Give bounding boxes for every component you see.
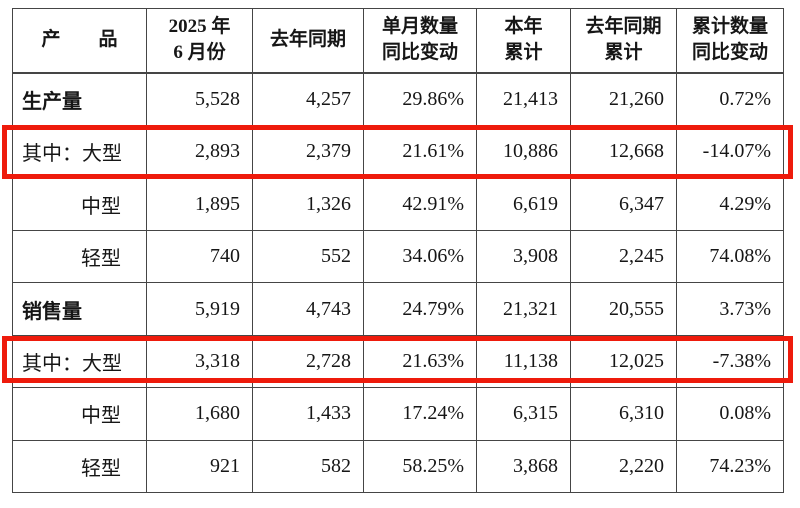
value-cell-sales-light-last-year-same-period: 582 [252,439,364,494]
value-cell-production-total-last-year-ytd: 21,260 [570,71,677,127]
value-cell-sales-light-last-year-ytd: 2,220 [570,439,677,494]
product-label: 生产量 [12,71,147,127]
value-cell-production-medium-last-year-same-period: 1,326 [252,177,364,231]
value-cell-production-large-month-2025-06: 2,893 [146,125,253,179]
value-cell-sales-large-month-2025-06: 3,318 [146,334,253,389]
column-header-line: 去年同期 [269,28,346,50]
value-cell-production-total-ytd-total: 21,413 [476,71,571,127]
value-cell-sales-medium-ytd-total: 6,315 [476,387,571,441]
column-header-last-year-same-period: 去年同期 [252,8,364,74]
value-cell-production-large-last-year-ytd: 12,668 [570,125,677,179]
column-header-line: 6 月份 [173,42,226,64]
value-cell-production-large-ytd-total: 10,886 [476,125,571,179]
product-label: 轻型 [12,439,147,494]
value-cell-sales-medium-month-2025-06: 1,680 [146,387,253,441]
table-body: 生产量 5,528 4,257 29.86% 21,413 21,260 0.72% 其中：大… [12,71,784,494]
value-cell-production-light-ytd-total: 3,908 [476,229,571,284]
value-cell-production-large-last-year-same-period: 2,379 [252,125,364,179]
product-label: 其中：大型 [12,334,147,389]
column-header-line: 累计数量 [691,15,768,37]
value-cell-sales-medium-cumulative-qty-yoy: 0.08% [676,387,784,441]
column-header-line: 去年同期 [585,15,662,37]
value-cell-sales-light-cumulative-qty-yoy: 74.23% [676,439,784,494]
value-cell-sales-light-monthly-qty-yoy: 58.25% [363,439,477,494]
column-header-line: 本年 [504,15,543,37]
value-cell-sales-large-monthly-qty-yoy: 21.63% [363,334,477,389]
table-row-sales-light: 轻型 921 582 58.25% 3,868 2,220 74.23% [12,439,784,494]
value-cell-sales-light-ytd-total: 3,868 [476,439,571,494]
table-row-production-large: 其中：大型 2,893 2,379 21.61% 10,886 12,668 -14.07% [12,125,784,179]
value-cell-sales-total-month-2025-06: 5,919 [146,282,253,336]
value-cell-production-medium-ytd-total: 6,619 [476,177,571,231]
value-cell-production-medium-last-year-ytd: 6,347 [570,177,677,231]
table-row-sales-medium: 中型 1,680 1,433 17.24% 6,315 6,310 0.08% [12,387,784,441]
value-cell-production-total-last-year-same-period: 4,257 [252,71,364,127]
value-cell-sales-large-cumulative-qty-yoy: -7.38% [676,334,784,389]
value-cell-production-light-monthly-qty-yoy: 34.06% [363,229,477,284]
value-cell-sales-total-last-year-ytd: 20,555 [570,282,677,336]
value-cell-production-medium-month-2025-06: 1,895 [146,177,253,231]
value-cell-sales-medium-last-year-ytd: 6,310 [570,387,677,441]
column-header-line: 累计 [604,42,643,64]
table-row-production-medium: 中型 1,895 1,326 42.91% 6,619 6,347 4.29% [12,177,784,231]
value-cell-sales-medium-monthly-qty-yoy: 17.24% [363,387,477,441]
product-label: 其中：大型 [12,125,147,179]
value-cell-production-total-monthly-qty-yoy: 29.86% [363,71,477,127]
value-cell-production-light-last-year-same-period: 552 [252,229,364,284]
value-cell-sales-total-cumulative-qty-yoy: 3.73% [676,282,784,336]
value-cell-production-light-cumulative-qty-yoy: 74.08% [676,229,784,284]
table-row-production-light: 轻型 740 552 34.06% 3,908 2,245 74.08% [12,229,784,284]
value-cell-production-medium-monthly-qty-yoy: 42.91% [363,177,477,231]
value-cell-production-medium-cumulative-qty-yoy: 4.29% [676,177,784,231]
table-row-sales-large: 其中：大型 3,318 2,728 21.63% 11,138 12,025 -7.38% [12,334,784,389]
value-cell-sales-total-ytd-total: 21,321 [476,282,571,336]
value-cell-sales-large-ytd-total: 11,138 [476,334,571,389]
column-header-month-2025-06: 2025 年 6 月份 [146,8,253,74]
value-cell-production-large-cumulative-qty-yoy: -14.07% [676,125,784,179]
product-label: 中型 [12,387,147,441]
column-header-line: 2025 年 [168,15,231,37]
column-header-product: 产 品 [12,8,147,74]
column-header-line: 同比变动 [691,42,768,64]
value-cell-production-large-monthly-qty-yoy: 21.61% [363,125,477,179]
column-header-line: 产 品 [41,28,118,50]
column-header-line: 累计 [504,42,543,64]
value-cell-production-total-month-2025-06: 5,528 [146,71,253,127]
column-header-monthly-qty-yoy: 单月数量 同比变动 [363,8,477,74]
table-row-sales-total: 销售量 5,919 4,743 24.79% 21,321 20,555 3.73% [12,282,784,336]
value-cell-sales-total-monthly-qty-yoy: 24.79% [363,282,477,336]
value-cell-sales-medium-last-year-same-period: 1,433 [252,387,364,441]
value-cell-sales-light-month-2025-06: 921 [146,439,253,494]
column-header-ytd-total: 本年 累计 [476,8,571,74]
value-cell-sales-total-last-year-same-period: 4,743 [252,282,364,336]
column-header-last-year-ytd: 去年同期 累计 [570,8,677,74]
value-cell-production-total-cumulative-qty-yoy: 0.72% [676,71,784,127]
column-header-line: 单月数量 [381,15,458,37]
product-label: 销售量 [12,282,147,336]
value-cell-production-light-month-2025-06: 740 [146,229,253,284]
column-header-line: 同比变动 [381,42,458,64]
value-cell-sales-large-last-year-same-period: 2,728 [252,334,364,389]
column-header-cumulative-qty-yoy: 累计数量 同比变动 [676,8,784,74]
table-row-production-total: 生产量 5,528 4,257 29.86% 21,413 21,260 0.72% [12,71,784,127]
value-cell-sales-large-last-year-ytd: 12,025 [570,334,677,389]
value-cell-production-light-last-year-ytd: 2,245 [570,229,677,284]
product-label: 轻型 [12,229,147,284]
product-label: 中型 [12,177,147,231]
